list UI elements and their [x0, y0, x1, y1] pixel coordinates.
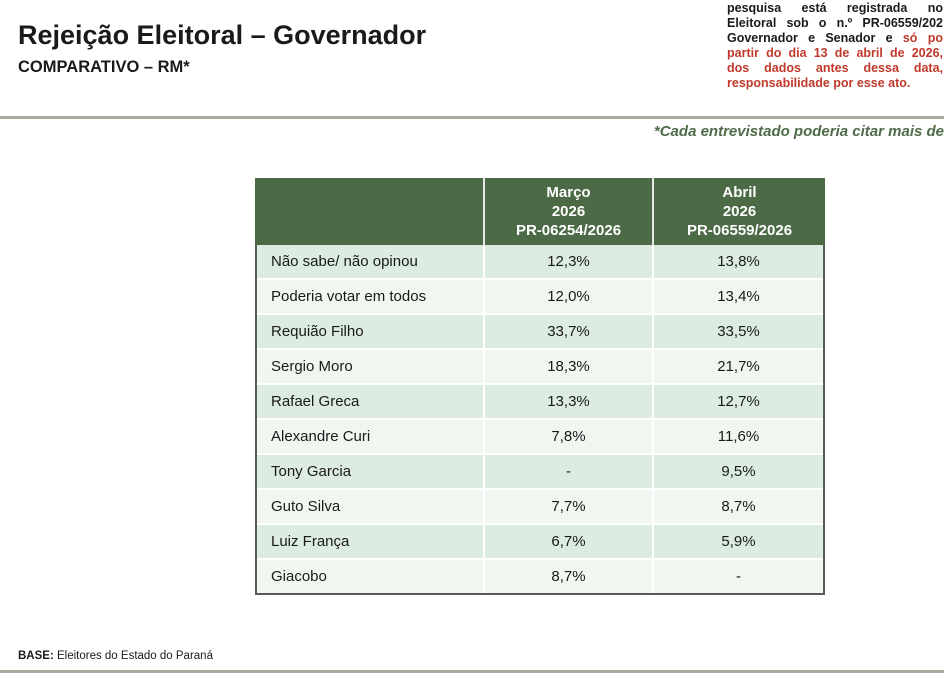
candidate-name-cell: Alexandre Curi	[257, 420, 483, 453]
bottom-divider-line	[0, 670, 944, 673]
april-value-cell: 11,6%	[652, 420, 823, 453]
march-value-cell: 13,3%	[483, 385, 652, 418]
table-header-april: Abril 2026 PR-06559/2026	[652, 178, 825, 245]
disclaimer-line: responsabilidade por esse ato.	[727, 76, 911, 90]
disclaimer-line-black: Governador e Senador e	[727, 31, 903, 45]
table-body: Não sabe/ não opinou 12,3% 13,8% Poderia vo…	[255, 245, 825, 595]
base-note: BASE: Eleitores do Estado do Paraná	[18, 650, 213, 662]
april-value-cell: 33,5%	[652, 315, 823, 348]
march-value-cell: 8,7%	[483, 560, 652, 593]
disclaimer-line: Governador e Senador e só po	[727, 31, 943, 46]
disclaimer-line: Eleitoral sob o n.º PR-06559/202	[727, 16, 943, 30]
april-value-cell: 21,7%	[652, 350, 823, 383]
april-value-cell: -	[652, 560, 823, 593]
april-value-cell: 5,9%	[652, 525, 823, 558]
candidate-name-cell: Giacobo	[257, 560, 483, 593]
march-value-cell: 6,7%	[483, 525, 652, 558]
april-value-cell: 8,7%	[652, 490, 823, 523]
methodology-note: *Cada entrevistado poderia citar mais de	[653, 123, 944, 140]
legal-disclaimer: pesquisa está registrada no Eleitoral so…	[727, 1, 943, 91]
disclaimer-line-red: só po	[902, 31, 943, 45]
disclaimer-line: dos dados antes dessa data,	[727, 61, 943, 75]
table-row: Sergio Moro 18,3% 21,7%	[257, 350, 823, 385]
table-header-march: Março 2026 PR-06254/2026	[483, 178, 652, 245]
page-subtitle: COMPARATIVO – RM*	[18, 58, 190, 76]
march-value-cell: 12,3%	[483, 245, 652, 278]
march-value-cell: 18,3%	[483, 350, 652, 383]
candidate-name-cell: Sergio Moro	[257, 350, 483, 383]
march-value-cell: 7,8%	[483, 420, 652, 453]
table-row: Luiz França 6,7% 5,9%	[257, 525, 823, 560]
candidate-name-cell: Requião Filho	[257, 315, 483, 348]
table-header-empty	[255, 178, 483, 245]
march-value-cell: -	[483, 455, 652, 488]
table-row: Giacobo 8,7% -	[257, 560, 823, 593]
top-divider-line	[0, 116, 944, 119]
base-text: Eleitores do Estado do Paraná	[53, 650, 213, 662]
table-row: Guto Silva 7,7% 8,7%	[257, 490, 823, 525]
candidate-name-cell: Tony Garcia	[257, 455, 483, 488]
table-row: Poderia votar em todos 12,0% 13,4%	[257, 280, 823, 315]
march-value-cell: 33,7%	[483, 315, 652, 348]
april-value-cell: 13,4%	[652, 280, 823, 313]
rejection-comparison-table: Março 2026 PR-06254/2026 Abril 2026 PR-0…	[255, 178, 825, 595]
base-label: BASE:	[18, 650, 54, 662]
table-row: Alexandre Curi 7,8% 11,6%	[257, 420, 823, 455]
table-row: Tony Garcia -9,5%	[257, 455, 823, 490]
table-row: Rafael Greca 13,3% 12,7%	[257, 385, 823, 420]
disclaimer-line: pesquisa está registrada no	[727, 1, 943, 15]
march-value-cell: 12,0%	[483, 280, 652, 313]
april-value-cell: 12,7%	[652, 385, 823, 418]
candidate-name-cell: Não sabe/ não opinou	[257, 245, 483, 278]
disclaimer-line: partir do dia 13 de abril de 2026,	[727, 46, 943, 60]
candidate-name-cell: Poderia votar em todos	[257, 280, 483, 313]
table-header-row: Março 2026 PR-06254/2026 Abril 2026 PR-0…	[255, 178, 825, 245]
table-row: Não sabe/ não opinou 12,3% 13,8%	[257, 245, 823, 280]
candidate-name-cell: Guto Silva	[257, 490, 483, 523]
march-value-cell: 7,7%	[483, 490, 652, 523]
april-value-cell: 9,5%	[652, 455, 823, 488]
table-row: Requião Filho 33,7% 33,5%	[257, 315, 823, 350]
page-title: Rejeição Eleitoral – Governador	[18, 20, 427, 50]
april-value-cell: 13,8%	[652, 245, 823, 278]
candidate-name-cell: Rafael Greca	[257, 385, 483, 418]
candidate-name-cell: Luiz França	[257, 525, 483, 558]
